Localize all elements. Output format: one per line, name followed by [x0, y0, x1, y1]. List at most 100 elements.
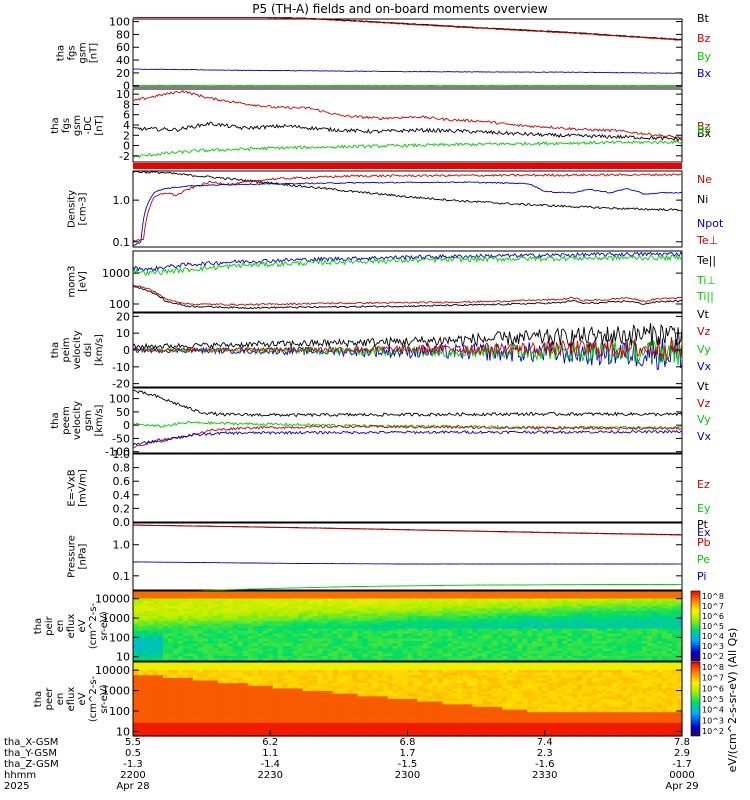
spectrogram-cell: [207, 662, 214, 666]
spectrogram-cell: [652, 623, 658, 627]
spectrogram-cell: [297, 699, 304, 703]
spectrogram-cell: [212, 653, 219, 657]
spectrogram-cell: [137, 730, 144, 734]
spectrogram-cell: [177, 651, 184, 655]
spectrogram-cell: [287, 648, 294, 652]
spectrogram-cell: [222, 701, 229, 705]
spectrogram-cell: [497, 591, 503, 595]
spectrogram-cell: [667, 608, 673, 612]
spectrogram-cell: [182, 656, 189, 660]
spectrogram-cell: [407, 728, 414, 732]
spectrogram-cell: [487, 598, 493, 602]
spectrogram-cell: [152, 628, 159, 632]
spectrogram-cell: [212, 662, 219, 666]
spectrogram-cell: [217, 680, 224, 684]
spectrogram-cell: [672, 656, 678, 660]
spectrogram-cell: [492, 593, 498, 597]
legend-label: Bz: [697, 32, 711, 45]
spectrogram-cell: [197, 653, 204, 657]
spectrogram-cell: [457, 656, 463, 660]
spectrogram-cell: [133, 598, 139, 602]
spectrogram-cell: [382, 631, 389, 635]
spectrogram-cell: [142, 712, 149, 716]
spectrogram-cell: [202, 626, 209, 630]
y-tick-label: 0.6: [113, 475, 131, 488]
spectrogram-cell: [642, 636, 648, 640]
spectrogram-cell: [542, 618, 548, 622]
spectrogram-cell: [612, 611, 618, 615]
spectrogram-cell: [152, 728, 159, 732]
spectrogram-cell: [482, 623, 488, 627]
spectrogram-cell: [312, 709, 319, 713]
spectrogram-cell: [367, 699, 374, 703]
spectrogram-cell: [237, 677, 244, 682]
spectrogram-cells: [133, 662, 683, 737]
spectrogram-cell: [382, 675, 389, 679]
spectrogram-cell: [432, 646, 439, 650]
spectrogram-cell: [407, 722, 414, 727]
spectrogram-cell: [133, 651, 139, 655]
spectrogram-cell: [567, 631, 573, 635]
legend-label: Vz: [697, 325, 711, 338]
spectrogram-cell: [417, 667, 424, 671]
spectrogram-cell: [267, 638, 274, 642]
spectrogram-cell: [642, 643, 648, 647]
spectrogram-cell: [197, 691, 204, 695]
spectrogram-cell: [547, 626, 553, 630]
spectrogram-cell: [177, 717, 184, 721]
spectrogram-cell: [292, 643, 299, 647]
spectrogram-cell: [232, 638, 239, 642]
spectrogram-cell: [212, 704, 219, 708]
spectrogram-cell: [347, 720, 354, 724]
spectrogram-cell: [507, 656, 513, 660]
spectrogram-cell: [592, 596, 598, 600]
spectrogram-cell: [392, 596, 399, 600]
spectrogram-cell: [167, 677, 174, 682]
spectrogram-cell: [332, 714, 339, 719]
spectrogram-cell: [457, 621, 463, 625]
spectrogram-cell: [252, 633, 259, 637]
spectrogram-cell: [397, 662, 404, 666]
y-axis-label: [nT]: [89, 43, 100, 63]
spectrogram-cell: [362, 730, 369, 734]
spectrogram-cell: [242, 598, 249, 602]
spectrogram-cell: [572, 651, 578, 655]
spectrogram-cell: [387, 618, 394, 622]
spectrogram-cell: [232, 611, 239, 615]
spectrogram-cell: [592, 656, 598, 660]
spectrogram-cell: [552, 641, 558, 645]
spectrogram-cell: [522, 618, 528, 622]
spectrogram-cell: [517, 653, 523, 657]
spectrogram-cell: [307, 641, 314, 645]
spectrogram-cell: [157, 631, 164, 635]
spectrogram-cell: [597, 591, 603, 595]
spectrogram-cell: [487, 638, 493, 642]
spectrogram-cell: [637, 611, 643, 615]
spectrogram-cell: [532, 641, 538, 645]
spectrogram-cell: [212, 611, 219, 615]
spectrogram-cell: [272, 643, 279, 647]
spectrogram-cell: [482, 626, 488, 630]
spectrogram-cell: [133, 699, 139, 703]
spectrogram-cell: [537, 633, 543, 637]
spectrogram-cell: [462, 656, 468, 660]
spectrogram-cell: [133, 638, 139, 642]
legend-label: Ez: [697, 478, 710, 491]
spectrogram-cell: [412, 669, 419, 674]
spectrogram-cell: [442, 621, 449, 625]
spectrogram-cell: [177, 685, 184, 690]
spectrogram-cell: [437, 656, 444, 660]
spectrogram-cell: [262, 651, 269, 655]
spectrogram-cell: [327, 701, 334, 705]
spectrogram-cell: [297, 664, 304, 668]
spectrogram-cell: [227, 706, 234, 711]
spectrogram-cell: [307, 643, 314, 647]
spectrogram-cell: [167, 691, 174, 695]
spectrogram-cell: [302, 626, 309, 630]
spectrogram-cell: [362, 685, 369, 690]
spectrogram-cell: [217, 712, 224, 716]
spectrogram-cell: [622, 651, 628, 655]
spectrogram-cell: [247, 691, 254, 695]
spectrogram-cell: [362, 658, 369, 662]
spectrogram-cell: [597, 636, 603, 640]
